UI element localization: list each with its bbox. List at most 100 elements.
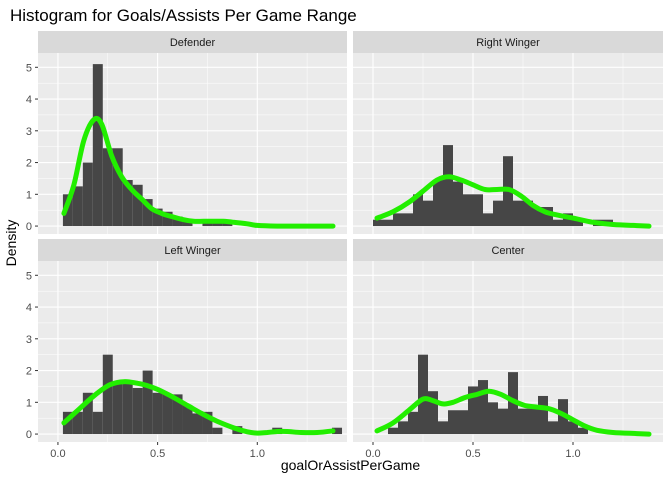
facet-panel-defender: Defender 0 1 2 3 4 5 — [26, 31, 347, 234]
histogram-bar — [548, 421, 558, 435]
facet-strip-label: Center — [491, 245, 524, 257]
histogram-bar — [518, 408, 528, 435]
histogram-bar — [408, 411, 418, 435]
histogram-bar — [122, 180, 133, 227]
histogram-bar — [132, 184, 143, 227]
histogram-bar — [62, 194, 73, 227]
histogram-bar — [513, 200, 523, 227]
x-tick-label: 0.0 — [50, 448, 65, 460]
histogram-bar — [533, 207, 543, 227]
histogram-bar — [463, 194, 473, 227]
histogram-bar — [142, 199, 153, 227]
histogram-bar — [182, 405, 193, 435]
y-tick-label: 5 — [26, 270, 32, 282]
y-tick-label: 3 — [26, 126, 32, 138]
histogram-bar — [493, 200, 503, 227]
x-tick-label: 1.0 — [250, 448, 265, 460]
histogram-bar — [453, 181, 463, 227]
histogram-bar — [332, 427, 343, 435]
histogram-bar — [553, 219, 563, 227]
histogram-bar — [92, 411, 103, 435]
histogram-bar — [192, 413, 203, 435]
y-tick-label: 2 — [26, 366, 32, 378]
histogram-bar — [443, 145, 453, 227]
y-tick-label: 4 — [26, 94, 32, 106]
histogram-bar — [428, 391, 438, 435]
x-tick-label: 1.0 — [565, 448, 580, 460]
histogram-bar — [102, 354, 113, 435]
histogram-bar — [523, 200, 533, 227]
histogram-bar — [112, 148, 123, 227]
facet-panel-right-winger: Right Winger — [353, 31, 663, 234]
facet-panel-left-winger: Left Winger 0 1 2 3 4 5 0.0 0.5 1.0 — [26, 239, 347, 460]
facet-strip — [353, 239, 663, 261]
y-tick-label: 1 — [26, 397, 32, 409]
y-tick-label: 4 — [26, 302, 32, 314]
facet-strip-label: Left Winger — [164, 245, 221, 257]
histogram-bar — [458, 410, 468, 435]
y-tick-label: 1 — [26, 189, 32, 201]
histogram-bar — [568, 421, 578, 435]
y-tick-label: 0 — [26, 221, 32, 233]
y-axis-title: Density — [3, 220, 19, 267]
histogram-bar — [388, 427, 398, 435]
histogram-bar — [172, 216, 183, 227]
histogram-bar — [112, 383, 123, 435]
histogram-bar — [202, 411, 213, 435]
density-curve — [374, 388, 652, 437]
density-curve — [61, 379, 336, 436]
histogram-bar — [92, 64, 103, 227]
histogram-bar — [152, 208, 163, 227]
histogram-bar — [413, 194, 423, 227]
histogram-bar — [563, 213, 573, 227]
x-tick-label: 0.5 — [465, 448, 480, 460]
facet-panels: Defender 0 1 2 3 4 5 Right Winger Left Winger 0 1 2… — [26, 31, 663, 460]
histogram-bar — [483, 213, 493, 227]
y-tick-label: 5 — [26, 62, 32, 74]
histogram-bar — [72, 186, 83, 227]
histogram-bar — [122, 383, 133, 435]
y-tick-label: 2 — [26, 158, 32, 170]
histogram-bar — [448, 410, 458, 435]
facet-panel-center: Center 0.0 0.5 1.0 — [353, 239, 663, 460]
histogram-bar — [418, 354, 428, 435]
histogram-bar — [132, 388, 143, 435]
density-curve — [61, 115, 336, 229]
histogram-bar — [398, 421, 408, 435]
histogram-bar — [468, 386, 478, 435]
histogram-bar — [373, 219, 383, 227]
histogram-bar — [498, 408, 508, 435]
histogram-bar — [152, 392, 163, 435]
histogram-bar — [488, 402, 498, 435]
histogram-bar — [62, 411, 73, 435]
histogram-bar — [423, 200, 433, 227]
histogram-bar — [478, 380, 488, 435]
facet-strip — [38, 31, 347, 53]
histogram-bar — [162, 211, 173, 227]
histogram-bar — [538, 395, 548, 435]
y-tick-label: 0 — [26, 429, 32, 441]
x-axis-title: goalOrAssistPerGame — [281, 457, 420, 473]
histogram-bar — [212, 427, 223, 435]
histogram-bar — [82, 392, 93, 435]
histogram-bar — [543, 207, 553, 227]
histogram-bar — [578, 427, 588, 435]
histogram-bar — [172, 394, 183, 435]
facet-strip-label: Defender — [170, 37, 216, 49]
facet-strip — [353, 31, 663, 53]
y-tick-label: 3 — [26, 334, 32, 346]
histogram-bar — [82, 162, 93, 227]
histogram-bar — [162, 394, 173, 435]
histogram-bar — [573, 219, 583, 227]
histogram-bar — [473, 194, 483, 227]
histogram-bar — [438, 421, 448, 435]
facet-strip — [38, 239, 347, 261]
x-tick-label: 0.0 — [365, 448, 380, 460]
histogram-bar — [72, 411, 83, 435]
histogram-bar — [383, 219, 393, 227]
histogram-bar — [142, 370, 153, 435]
facet-strip-label: Right Winger — [476, 37, 540, 49]
histogram-bar — [528, 408, 538, 435]
histogram-bar — [102, 148, 113, 227]
